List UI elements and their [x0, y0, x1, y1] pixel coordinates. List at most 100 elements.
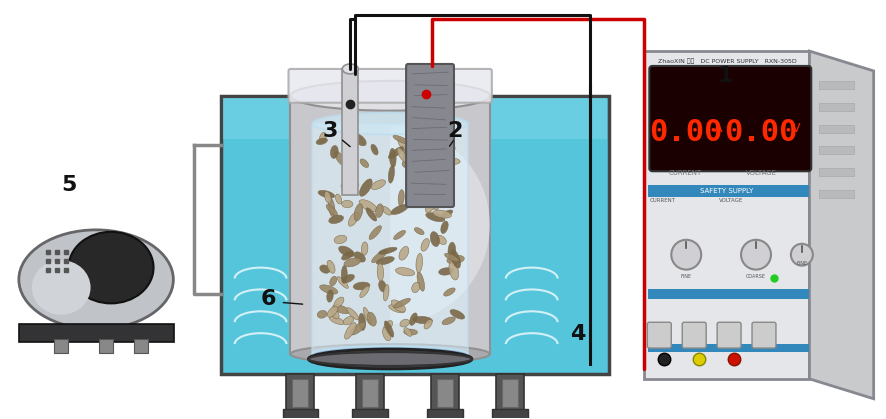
Ellipse shape	[391, 300, 406, 312]
Bar	[649, 185, 809, 197]
Ellipse shape	[445, 253, 459, 261]
Ellipse shape	[338, 277, 348, 288]
Ellipse shape	[413, 316, 432, 324]
Ellipse shape	[368, 312, 377, 326]
Ellipse shape	[360, 179, 372, 197]
Text: SAFETY SUPPLY: SAFETY SUPPLY	[700, 188, 754, 194]
Text: 5: 5	[61, 175, 77, 195]
Ellipse shape	[369, 226, 382, 239]
Text: 4: 4	[570, 324, 586, 344]
Bar	[54, 339, 68, 353]
Ellipse shape	[421, 238, 430, 251]
Ellipse shape	[348, 212, 359, 226]
Text: CURRENT: CURRENT	[669, 170, 703, 176]
Ellipse shape	[376, 204, 384, 217]
Ellipse shape	[313, 346, 468, 362]
Ellipse shape	[424, 319, 432, 329]
Ellipse shape	[324, 191, 331, 203]
Bar	[427, 409, 463, 419]
Ellipse shape	[438, 173, 448, 181]
Ellipse shape	[424, 199, 439, 210]
Ellipse shape	[395, 268, 415, 276]
Bar	[356, 374, 385, 411]
Text: CURRENT: CURRENT	[649, 198, 676, 203]
Ellipse shape	[388, 166, 394, 183]
Bar	[820, 168, 854, 176]
Bar	[501, 379, 517, 407]
Bar	[222, 98, 608, 140]
Ellipse shape	[403, 148, 409, 163]
FancyBboxPatch shape	[682, 322, 706, 348]
Ellipse shape	[411, 156, 419, 168]
Ellipse shape	[385, 321, 393, 337]
Text: 2: 2	[447, 121, 462, 140]
Ellipse shape	[382, 206, 392, 215]
Ellipse shape	[308, 349, 472, 369]
Ellipse shape	[389, 305, 405, 313]
Bar	[291, 96, 490, 354]
Ellipse shape	[345, 323, 356, 339]
Ellipse shape	[383, 327, 391, 341]
FancyBboxPatch shape	[649, 66, 812, 171]
Ellipse shape	[341, 266, 347, 283]
Ellipse shape	[68, 232, 153, 303]
Ellipse shape	[343, 316, 354, 325]
Bar	[353, 409, 388, 419]
Bar	[437, 379, 453, 407]
Ellipse shape	[444, 288, 455, 296]
Bar	[649, 290, 809, 300]
Ellipse shape	[371, 250, 387, 263]
Ellipse shape	[338, 246, 354, 257]
Bar	[292, 379, 308, 407]
Ellipse shape	[363, 307, 372, 325]
Wedge shape	[390, 126, 490, 324]
Text: VOLTAGE: VOLTAGE	[719, 198, 743, 203]
Ellipse shape	[397, 148, 408, 163]
Ellipse shape	[425, 197, 438, 212]
Ellipse shape	[451, 250, 461, 268]
Ellipse shape	[384, 321, 392, 330]
Ellipse shape	[330, 145, 338, 158]
Ellipse shape	[334, 297, 344, 308]
Ellipse shape	[417, 272, 424, 291]
Ellipse shape	[438, 146, 455, 157]
Text: COARSE: COARSE	[746, 274, 766, 279]
Ellipse shape	[398, 139, 410, 153]
Ellipse shape	[440, 210, 453, 218]
Ellipse shape	[330, 276, 337, 286]
Text: FINE: FINE	[680, 274, 692, 279]
Ellipse shape	[412, 282, 420, 292]
Ellipse shape	[359, 200, 377, 212]
Ellipse shape	[360, 159, 369, 168]
Text: ZhaoXIN 元千   DC POWER SUPPLY   RXN-305D: ZhaoXIN 元千 DC POWER SUPPLY RXN-305D	[657, 58, 797, 64]
Ellipse shape	[423, 168, 429, 182]
Ellipse shape	[329, 198, 335, 217]
Bar	[221, 96, 610, 374]
Ellipse shape	[448, 242, 455, 260]
Ellipse shape	[430, 180, 437, 191]
Ellipse shape	[416, 253, 423, 273]
Bar	[496, 374, 524, 411]
Ellipse shape	[344, 258, 361, 267]
Bar	[431, 374, 459, 411]
Ellipse shape	[326, 204, 338, 216]
Ellipse shape	[399, 246, 408, 260]
Text: 0.00: 0.00	[725, 118, 798, 147]
Ellipse shape	[333, 305, 350, 314]
FancyBboxPatch shape	[717, 322, 741, 348]
Ellipse shape	[320, 265, 330, 273]
FancyBboxPatch shape	[752, 322, 776, 348]
Bar	[820, 103, 854, 111]
Ellipse shape	[402, 160, 414, 168]
Ellipse shape	[408, 189, 423, 202]
Ellipse shape	[320, 285, 338, 294]
Ellipse shape	[318, 190, 335, 198]
Ellipse shape	[398, 190, 404, 206]
Ellipse shape	[791, 244, 812, 266]
Ellipse shape	[450, 310, 464, 319]
Ellipse shape	[391, 204, 408, 215]
Ellipse shape	[442, 173, 447, 186]
Bar	[820, 124, 854, 132]
Bar	[649, 344, 809, 352]
Bar	[492, 409, 528, 419]
